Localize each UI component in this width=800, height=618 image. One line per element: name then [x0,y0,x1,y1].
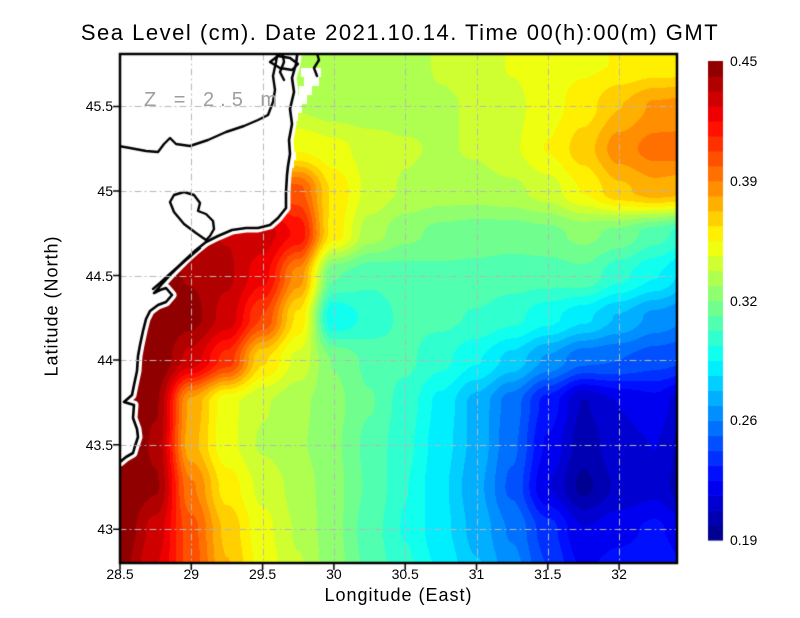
depth-annotation: Z = 2.5 m [144,89,284,111]
y-tick-label: 44.5 [85,267,113,284]
x-tick-label: 28.5 [106,566,134,582]
x-tick-label: 30.5 [391,566,419,582]
y-tick-label: 44 [97,352,113,369]
x-tick-label: 29.5 [248,566,277,582]
y-tick-label: 43 [97,521,113,538]
colorbar-tick-label: 0.19 [730,532,758,548]
x-tick-label: 29 [183,566,200,582]
colorbar-tick-label: 0.39 [730,172,758,189]
colorbar-tick-label: 0.26 [730,412,758,429]
y-tick-label: 43.5 [85,436,113,453]
x-tick-label: 31.5 [534,566,562,582]
x-tick-label: 30 [326,566,342,582]
x-axis-label: Longitude (East) [324,585,473,605]
colorbar-tick-label: 0.32 [730,292,758,309]
y-tick-label: 45 [97,182,113,199]
chart-title: Sea Level (cm). Date 2021.10.14. Time 00… [80,20,720,45]
y-axis-label: Latitude (North) [41,235,62,377]
colorbar-tick-label: 0.45 [730,53,758,69]
x-tick-label: 32 [611,566,627,582]
y-tick-label: 45.5 [85,98,113,115]
x-tick-label: 31 [468,566,485,582]
